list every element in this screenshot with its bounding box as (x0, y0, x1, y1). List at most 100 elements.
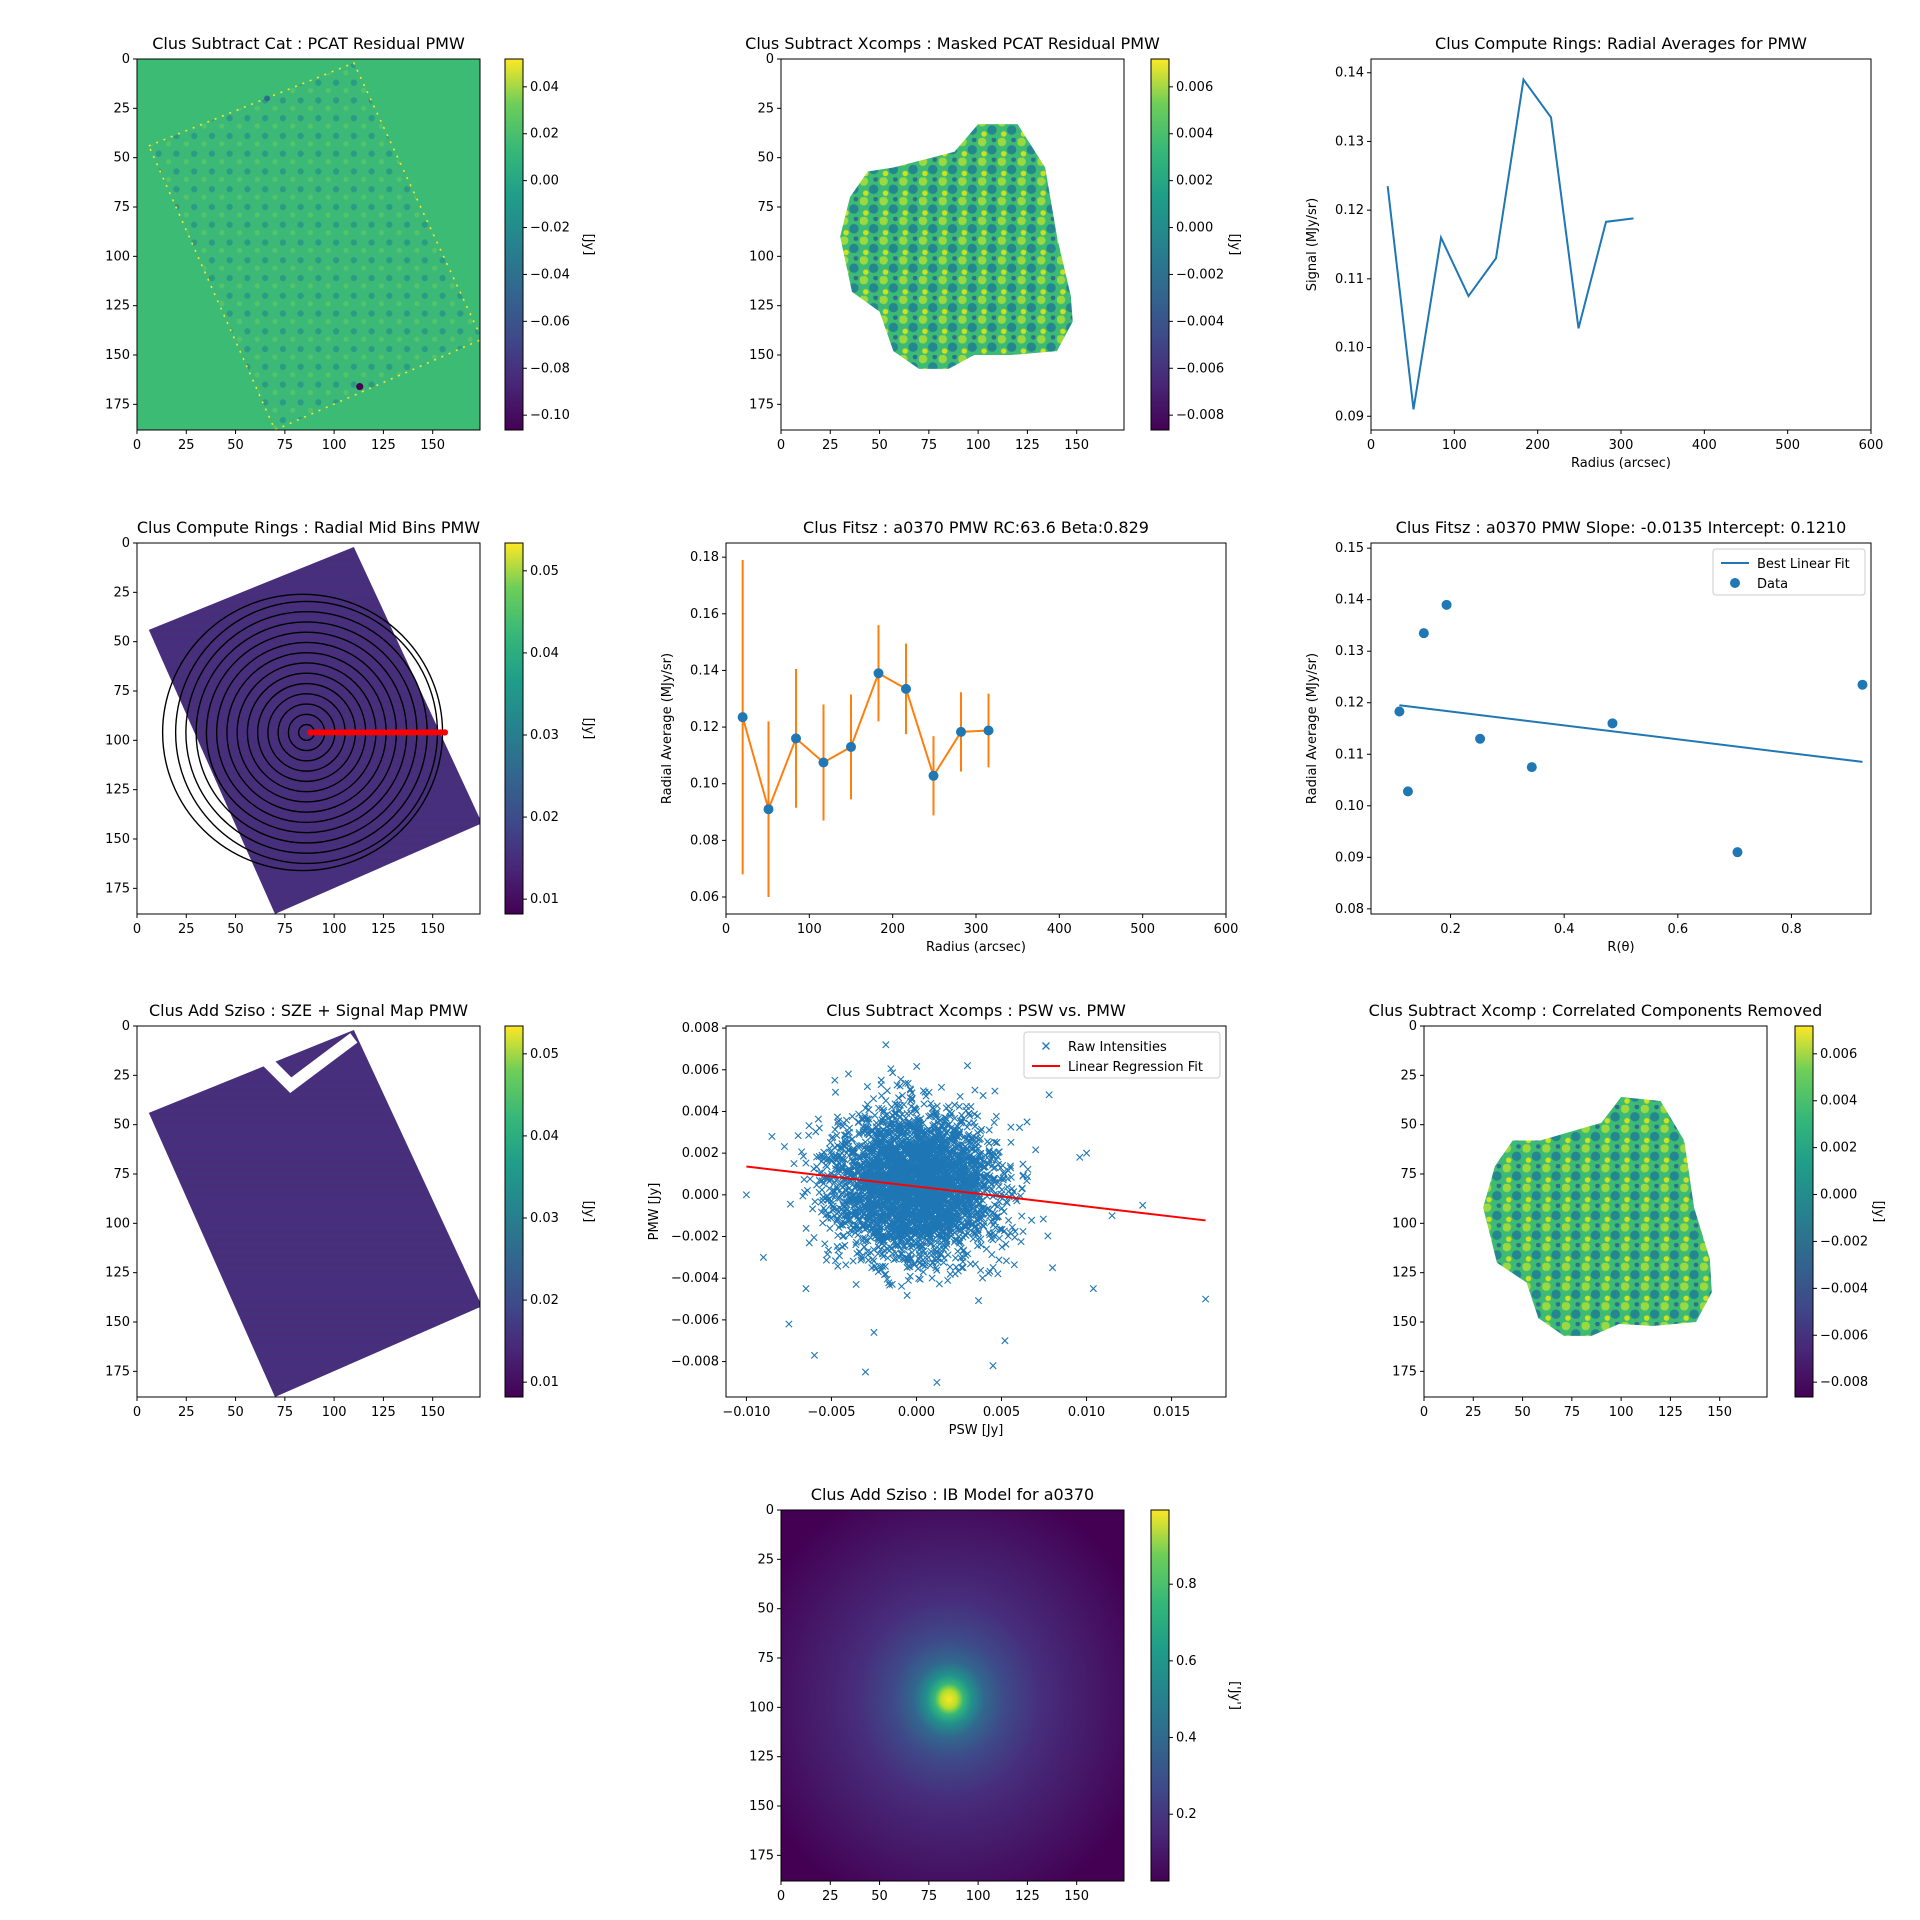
x-marker (909, 1158, 917, 1166)
fit-line (1399, 704, 1863, 763)
x-marker (1044, 1232, 1052, 1240)
x-marker (929, 1259, 937, 1267)
x-marker (855, 1185, 864, 1193)
x-marker (989, 1263, 997, 1272)
y-tick-label: 0 (122, 536, 130, 551)
x-marker (877, 1129, 885, 1137)
ib-model-image (781, 1510, 1124, 1881)
x-marker (985, 1156, 993, 1164)
x-marker (936, 1116, 944, 1124)
plot-area (742, 1041, 1210, 1386)
x-marker (897, 1250, 905, 1258)
x-axis-label: Radius (arcsec) (926, 940, 1026, 955)
x-marker (914, 1132, 922, 1140)
x-marker (836, 1194, 844, 1202)
x-marker (1000, 1170, 1008, 1178)
x-marker (921, 1210, 929, 1218)
x-marker (939, 1153, 947, 1161)
x-marker (978, 1274, 987, 1282)
x-marker (937, 1251, 945, 1259)
y-tick-label: 75 (757, 1651, 774, 1666)
ring-midpoint-marker (320, 729, 327, 736)
residual-source (356, 383, 364, 391)
x-marker (939, 1226, 947, 1235)
x-marker (995, 1256, 1003, 1264)
x-marker (925, 1112, 933, 1120)
x-marker (932, 1264, 940, 1272)
colorbar-tick-label: −0.006 (1176, 361, 1224, 376)
x-marker (834, 1246, 842, 1254)
x-marker (802, 1224, 810, 1232)
x-tick-label: 400 (1047, 922, 1072, 937)
y-tick-label: 0.09 (1335, 850, 1364, 865)
x-marker (913, 1062, 921, 1071)
x-marker (860, 1210, 868, 1218)
x-marker (927, 1202, 936, 1210)
x-marker (879, 1216, 887, 1224)
x-marker (805, 1131, 813, 1139)
x-marker (834, 1262, 842, 1270)
x-marker (985, 1147, 993, 1155)
x-marker (858, 1252, 866, 1261)
x-marker (821, 1240, 829, 1248)
x-marker (862, 1125, 870, 1133)
x-tick-label: 100 (322, 922, 347, 937)
colorbar-tick-label: 0.02 (530, 127, 559, 142)
y-tick-label: 175 (749, 397, 774, 412)
plot-frame (1370, 58, 1872, 431)
x-marker (1002, 1240, 1010, 1248)
x-tick-label: 25 (822, 1889, 839, 1904)
x-marker (1019, 1227, 1027, 1236)
x-marker (976, 1195, 984, 1203)
colorbar-tick-label: 0.002 (1176, 174, 1213, 189)
x-marker (909, 1188, 917, 1196)
x-marker (942, 1243, 950, 1251)
x-marker (903, 1125, 911, 1133)
x-marker (964, 1165, 972, 1173)
data-point (737, 712, 748, 723)
x-marker (815, 1176, 823, 1184)
x-marker (1039, 1215, 1047, 1223)
x-marker (869, 1152, 877, 1161)
x-marker (957, 1147, 965, 1155)
y-tick-label: 75 (757, 200, 774, 215)
x-marker (945, 1157, 954, 1165)
ring-midpoint-marker (324, 729, 331, 736)
x-marker (894, 1156, 902, 1164)
x-marker (870, 1227, 878, 1236)
x-tick-label: 100 (1442, 438, 1467, 453)
x-marker (893, 1101, 901, 1109)
x-marker (874, 1268, 882, 1276)
x-marker (903, 1144, 911, 1152)
x-marker (1015, 1123, 1024, 1132)
x-marker (933, 1266, 941, 1274)
y-tick-label: 100 (105, 733, 130, 748)
x-marker (869, 1255, 877, 1263)
x-marker (990, 1138, 999, 1146)
x-tick-label: 0.8 (1781, 922, 1802, 937)
y-tick-label: 0.10 (1335, 799, 1364, 814)
x-marker (851, 1197, 859, 1206)
y-tick-label: 0.11 (1335, 747, 1364, 762)
x-marker (919, 1087, 927, 1095)
x-marker (831, 1126, 839, 1134)
data-point (1857, 679, 1868, 690)
x-marker (855, 1128, 863, 1137)
ring-midpoint-marker (415, 729, 423, 736)
colorbar-tick-label: 0.000 (1820, 1188, 1857, 1203)
y-tick-label: 0.14 (1335, 593, 1364, 608)
x-marker (863, 1160, 871, 1168)
colorbar-tick-label: −0.10 (530, 408, 570, 423)
x-marker (826, 1224, 834, 1232)
x-marker (946, 1263, 954, 1271)
x-marker (862, 1169, 870, 1178)
x-tick-label: 100 (322, 438, 347, 453)
x-marker (925, 1189, 933, 1198)
x-tick-label: 75 (277, 922, 294, 937)
x-marker (878, 1217, 886, 1225)
x-marker (802, 1285, 810, 1293)
colorbar-tick-label: 0.004 (1176, 127, 1213, 142)
x-tick-label: 0.4 (1554, 922, 1575, 937)
y-tick-label: 0.008 (682, 1021, 719, 1036)
x-marker (833, 1131, 841, 1139)
